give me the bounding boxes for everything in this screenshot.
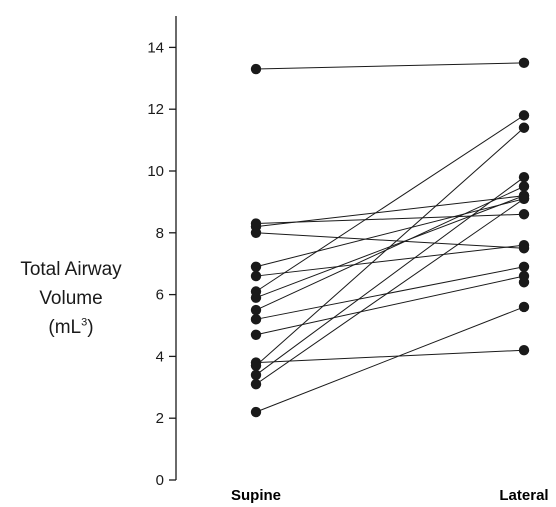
- data-points: [250, 57, 530, 418]
- y-axis: 0 2 4 6 8 10 12 14: [147, 16, 177, 489]
- data-point: [250, 227, 262, 238]
- series-line: [255, 232, 525, 249]
- y-axis-label-line-1: Total Airway: [20, 259, 122, 280]
- series-line: [255, 114, 525, 292]
- x-category-label: Supine: [231, 487, 281, 504]
- data-point: [518, 193, 530, 205]
- series-line: [255, 127, 525, 367]
- y-tick-label: 0: [156, 472, 164, 489]
- series-line: [255, 185, 525, 311]
- y-tick-label: 14: [147, 39, 164, 56]
- series-line: [255, 306, 525, 413]
- data-point: [250, 261, 262, 272]
- y-tick-label: 2: [156, 410, 164, 427]
- series-lines: [255, 62, 525, 413]
- series-line: [255, 244, 525, 277]
- y-axis-unit-base: (mL: [48, 317, 82, 338]
- y-axis-unit: (mL3): [0, 313, 142, 342]
- x-category-labels: Supine Lateral: [231, 487, 549, 504]
- series-line: [255, 213, 525, 225]
- data-point: [518, 345, 530, 356]
- data-point: [518, 181, 530, 192]
- data-point: [250, 63, 262, 75]
- y-tick-label: 4: [156, 348, 164, 365]
- data-point: [518, 277, 530, 288]
- series-line: [255, 198, 525, 268]
- data-point: [518, 110, 530, 121]
- data-point: [250, 329, 262, 340]
- data-point: [518, 171, 530, 183]
- y-axis-unit-exponent: 3: [81, 316, 88, 329]
- data-point: [250, 360, 262, 371]
- y-tick-label: 8: [156, 225, 164, 242]
- y-tick-label: 6: [156, 287, 164, 304]
- series-line: [255, 266, 525, 320]
- data-point: [250, 314, 262, 325]
- y-axis-unit-close: ): [87, 317, 94, 338]
- data-point: [250, 292, 262, 303]
- series-line: [255, 198, 525, 385]
- data-point: [250, 270, 262, 282]
- data-point: [250, 379, 262, 390]
- x-category-label: Lateral: [499, 487, 548, 504]
- series-line: [255, 195, 525, 228]
- y-axis-label-line-2: Volume: [39, 288, 103, 309]
- data-point: [250, 406, 262, 418]
- data-point: [518, 301, 530, 313]
- data-point: [250, 369, 262, 381]
- series-line: [255, 275, 525, 336]
- series-line: [255, 176, 525, 376]
- y-tick-label: 10: [147, 163, 164, 180]
- data-point: [518, 209, 530, 220]
- data-point: [250, 304, 262, 316]
- data-point: [518, 239, 530, 251]
- series-line: [255, 62, 525, 70]
- series-line: [255, 349, 525, 364]
- data-point: [518, 57, 530, 69]
- y-tick-label: 12: [147, 101, 164, 118]
- y-axis-label: Total Airway Volume (mL3): [0, 255, 142, 342]
- data-point: [518, 122, 530, 133]
- data-point: [518, 261, 530, 272]
